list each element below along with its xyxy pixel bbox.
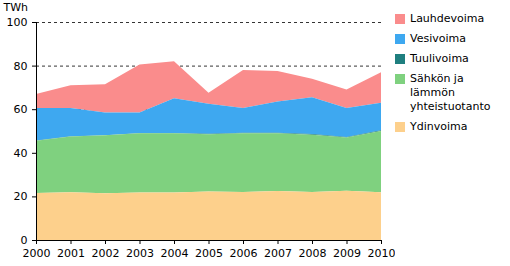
svg-text:0: 0 xyxy=(21,234,28,247)
svg-text:2007: 2007 xyxy=(264,247,292,260)
svg-text:TWh: TWh xyxy=(3,1,29,14)
svg-text:2005: 2005 xyxy=(195,247,223,260)
html-text:Lauhdevoima: Lauhdevoima xyxy=(410,12,485,25)
html-text:Sähkön ja lämmön yhteistuotant: Sähkön ja lämmön yhteistuotanto xyxy=(410,72,491,113)
html-text:Tuulivoima: Tuulivoima xyxy=(410,52,469,65)
svg-text:100: 100 xyxy=(7,16,28,29)
svg-text:60: 60 xyxy=(14,103,28,116)
svg-text:2004: 2004 xyxy=(161,247,189,260)
html-text:Vesivoima: Vesivoima xyxy=(410,32,466,45)
svg-text:2008: 2008 xyxy=(299,247,327,260)
svg-text:2000: 2000 xyxy=(23,247,51,260)
svg-text:2003: 2003 xyxy=(126,247,154,260)
svg-text:2002: 2002 xyxy=(92,247,120,260)
svg-text:40: 40 xyxy=(14,147,28,160)
svg-text:2009: 2009 xyxy=(333,247,361,260)
svg-text:2001: 2001 xyxy=(57,247,85,260)
svg-text:80: 80 xyxy=(14,60,28,73)
svg-text:20: 20 xyxy=(14,190,28,203)
html-text:Ydinvoima: Ydinvoima xyxy=(410,120,468,133)
svg-text:2006: 2006 xyxy=(230,247,258,260)
svg-text:2010: 2010 xyxy=(368,247,396,260)
